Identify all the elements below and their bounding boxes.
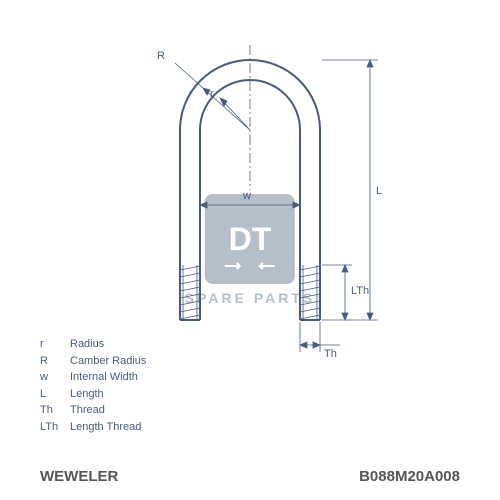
- dim-L: [322, 60, 378, 320]
- legend-key: LTh: [40, 419, 70, 436]
- footer-part-number: B088M20A008: [359, 468, 460, 485]
- legend-key: r: [40, 336, 70, 353]
- label-LTh: LTh: [351, 285, 369, 297]
- ubolt-diagram: R r w L LTh Th: [100, 40, 400, 380]
- dim-LTh: [322, 265, 352, 320]
- thread-right: [300, 265, 320, 320]
- dim-r: [220, 98, 250, 130]
- label-Th: Th: [324, 348, 337, 360]
- thread-left: [180, 265, 200, 320]
- legend-row: R Camber Radius: [40, 353, 146, 370]
- label-L: L: [376, 185, 382, 197]
- ubolt-svg: [100, 40, 400, 380]
- legend-row: LTh Length Thread: [40, 419, 146, 436]
- legend-desc: Thread: [70, 402, 105, 419]
- legend-row: w Internal Width: [40, 369, 146, 386]
- legend-desc: Camber Radius: [70, 353, 146, 370]
- footer: WEWELER B088M20A008: [0, 468, 500, 485]
- label-R: R: [157, 50, 165, 62]
- legend: r Radius R Camber Radius w Internal Widt…: [40, 336, 146, 435]
- footer-brand: WEWELER: [40, 468, 118, 485]
- legend-key: R: [40, 353, 70, 370]
- legend-row: Th Thread: [40, 402, 146, 419]
- legend-key: w: [40, 369, 70, 386]
- legend-key: L: [40, 386, 70, 403]
- legend-row: r Radius: [40, 336, 146, 353]
- legend-row: L Length: [40, 386, 146, 403]
- label-r: r: [210, 88, 214, 100]
- legend-desc: Length Thread: [70, 419, 141, 436]
- legend-key: Th: [40, 402, 70, 419]
- legend-desc: Radius: [70, 336, 104, 353]
- legend-desc: Length: [70, 386, 104, 403]
- legend-desc: Internal Width: [70, 369, 138, 386]
- label-w: w: [243, 190, 251, 202]
